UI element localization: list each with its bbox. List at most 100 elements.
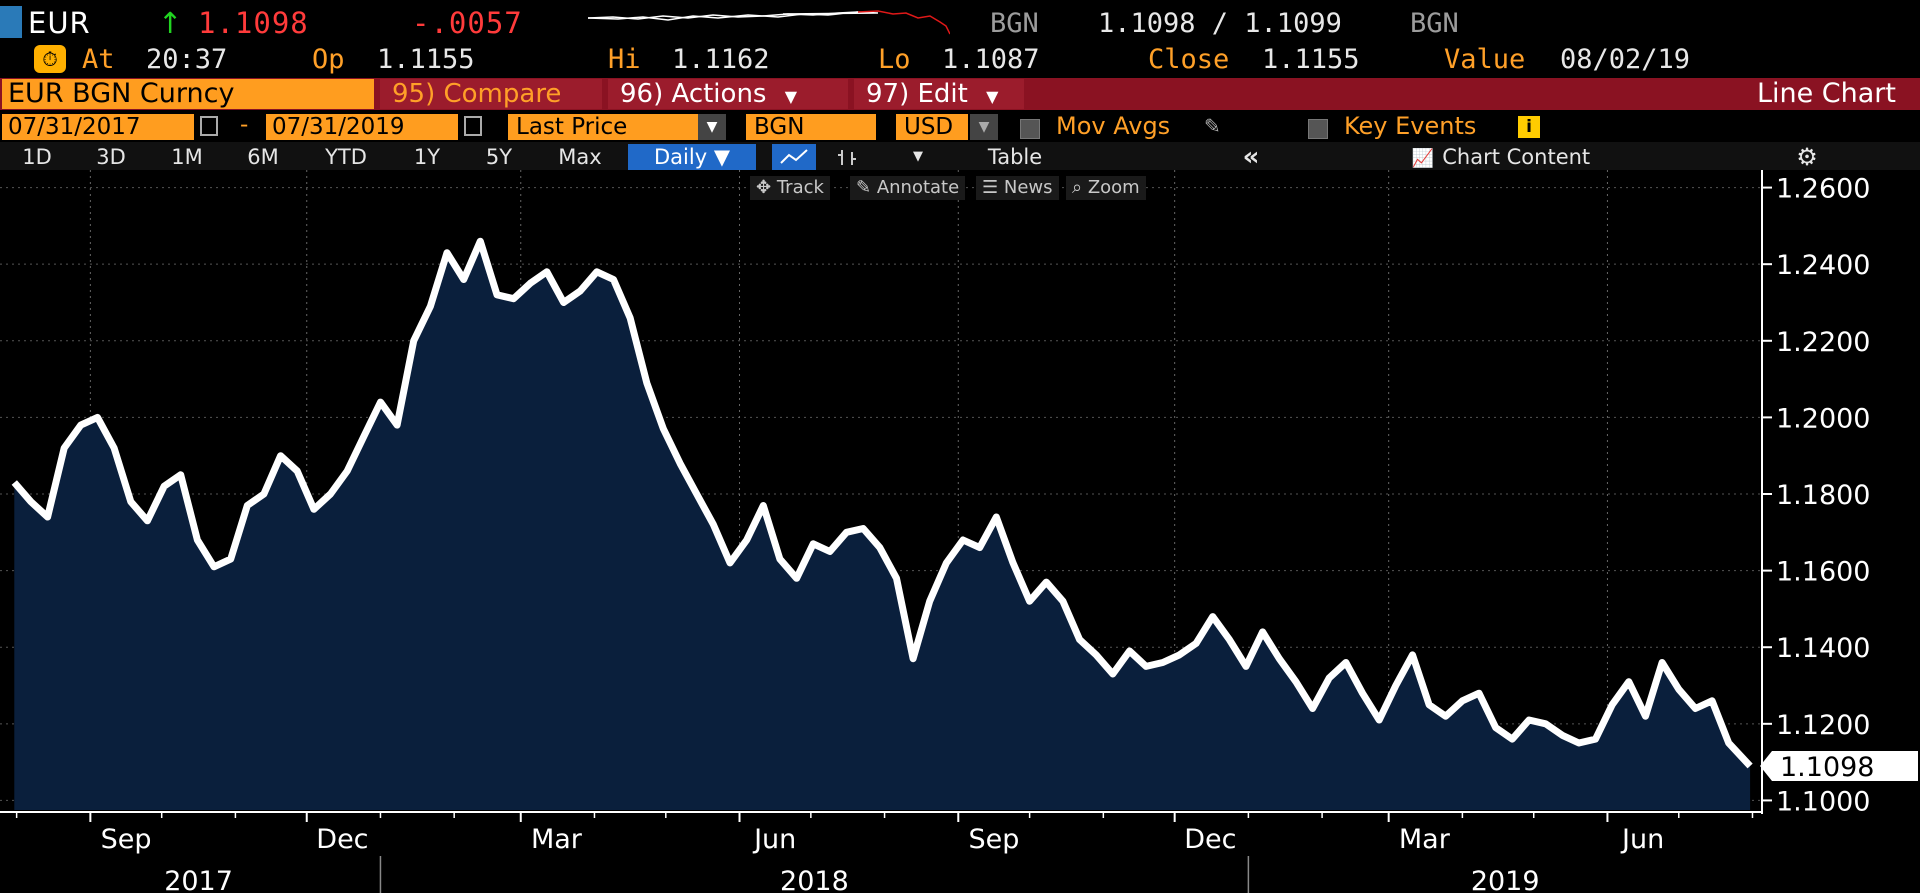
ccy-label-right: BGN [1410,8,1459,39]
y-tick-label: 1.2200 [1776,327,1870,358]
value-date: 08/02/19 [1560,44,1691,75]
x-tick-label: Jun [1620,824,1664,855]
field-select[interactable]: Last Price [508,114,698,140]
price-chart[interactable]: 1.2600 1.2400 1.2200 1.2000 1.1800 1.1600 1.14… [0,170,1920,893]
news-tool[interactable]: ☰ News [976,176,1059,200]
track-tool[interactable]: ✥ Track [750,176,830,200]
last-price-flag [1760,750,1918,781]
x-year-label: 2018 [780,866,849,893]
annotate-tool[interactable]: ✎ Annotate [850,176,966,200]
calendar-icon[interactable] [200,116,218,136]
ohlc-bar: ⏱ At 20:37 Op 1.1155 Hi 1.1162 Lo 1.1087… [0,44,1920,76]
net-change: -.0057 [412,6,523,40]
x-tick-label: Dec [1184,824,1236,855]
currency-field[interactable]: BGN [746,114,876,140]
chart-content-label: Chart Content [1442,145,1591,169]
settings-bar: 07/31/2017 - 07/31/2019 Last Price ▼ BGN… [0,112,1920,142]
x-tick-label: Dec [316,824,368,855]
ticker-field[interactable]: EUR BGN Curncy [2,79,374,109]
y-tick-label: 1.2600 [1776,174,1870,205]
up-arrow-icon: ↑ [158,6,184,40]
chart-type-label: Line Chart [1756,78,1896,109]
track-tool-label: Track [776,177,824,198]
period-1y[interactable]: 1Y [413,145,441,169]
edit-menu-label: 97) Edit [866,79,968,109]
field-select-value: Last Price [516,114,628,140]
y-tick-label: 1.1200 [1776,710,1870,741]
bar-chart-icon[interactable] [826,144,870,170]
low-value: 1.1087 [942,44,1040,75]
last-price-marker: 1.1098 [1760,750,1918,783]
last-price: 1.1098 [198,6,309,40]
x-tick-label: Sep [101,824,152,855]
at-label: At [82,44,115,75]
key-events-label: Key Events [1344,112,1477,140]
end-date-field[interactable]: 07/31/2019 [266,114,458,140]
x-tick-label: Mar [1399,824,1451,855]
last-price-label: 1.1098 [1780,752,1874,783]
high-label: Hi [608,44,641,75]
chart-content-icon: 📈 [1411,148,1435,169]
table-tab[interactable]: Table [987,145,1043,169]
price-area-fill [14,241,1751,810]
chevron-down-icon[interactable]: ▼ [698,114,726,140]
zoom-tool-label: Zoom [1087,177,1140,198]
command-bar: EUR BGN Curncy 95) Compare 96) Actions ▼… [0,78,1920,110]
period-ytd[interactable]: YTD [325,145,367,169]
x-axis: Sep Dec Mar Jun Sep Dec Mar Jun 2017 2018 2019 [0,811,1762,893]
mov-avgs-checkbox[interactable] [1020,119,1040,139]
collapse-button[interactable]: « [1242,142,1260,172]
y-tick-label: 1.1000 [1776,786,1870,817]
zoom-tool[interactable]: ⌕ Zoom [1066,176,1146,200]
news-icon: ☰ [982,177,1004,198]
y-tick-label: 1.1400 [1776,633,1870,664]
base-currency-select[interactable]: USD [896,114,968,140]
pencil-icon: ✎ [856,177,877,198]
line-chart-icon[interactable] [772,144,816,170]
compare-button[interactable]: 95) Compare [380,79,602,109]
period-1m[interactable]: 1M [171,145,203,169]
period-1d[interactable]: 1D [22,145,52,169]
x-tick-label: Sep [969,824,1020,855]
open-value: 1.1155 [377,44,475,75]
crosshair-icon: ✥ [756,177,777,198]
calendar-icon[interactable] [464,116,482,136]
y-tick-label: 1.1600 [1776,557,1870,588]
start-date-field[interactable]: 07/31/2017 [2,114,194,140]
low-label: Lo [878,44,911,75]
magnifier-icon: ⌕ [1072,177,1088,198]
security-color-marker [0,6,22,38]
y-axis: 1.2600 1.2400 1.2200 1.2000 1.1800 1.1600 1.14… [1761,170,1870,817]
gear-icon[interactable]: ⚙ [1796,143,1818,171]
edit-menu[interactable]: 97) Edit ▼ [854,79,1024,109]
y-tick-label: 1.1800 [1776,480,1870,511]
info-icon[interactable]: i [1518,116,1540,138]
actions-menu[interactable]: 96) Actions ▼ [608,79,848,109]
period-bar: 1D 3D 1M 6M YTD 1Y 5Y Max Daily ▼ ▼ Tabl… [0,142,1920,170]
chevron-down-icon[interactable]: ▼ [970,114,998,140]
annotate-tool-label: Annotate [876,177,960,198]
close-label: Close [1148,44,1230,75]
pencil-icon[interactable]: ✎ [1204,114,1221,138]
period-max[interactable]: Max [558,145,602,169]
chevron-down-icon[interactable]: ▼ [913,149,923,164]
period-3d[interactable]: 3D [96,145,126,169]
intraday-sparkline [588,10,950,35]
security-name: EUR [28,6,91,40]
key-events-checkbox[interactable] [1308,119,1328,139]
quote-bar: EUR ↑ 1.1098 -.0057 BGN 1.1098 / 1.1099 … [0,0,1920,44]
chart-content-button[interactable]: 📈 Chart Content [1376,144,1626,170]
date-separator: - [240,112,249,138]
mov-avgs-label: Mov Avgs [1056,112,1171,140]
chevron-down-icon: ▼ [986,87,999,106]
x-tick-label: Mar [531,824,583,855]
frequency-select[interactable]: Daily ▼ [628,144,756,170]
clock-icon[interactable]: ⏱ [34,45,66,73]
open-label: Op [312,44,345,75]
value-label: Value [1444,44,1526,75]
period-5y[interactable]: 5Y [485,145,513,169]
time-value: 20:37 [146,44,228,75]
close-value: 1.1155 [1262,44,1360,75]
y-tick-label: 1.2000 [1776,403,1870,434]
period-6m[interactable]: 6M [247,145,279,169]
